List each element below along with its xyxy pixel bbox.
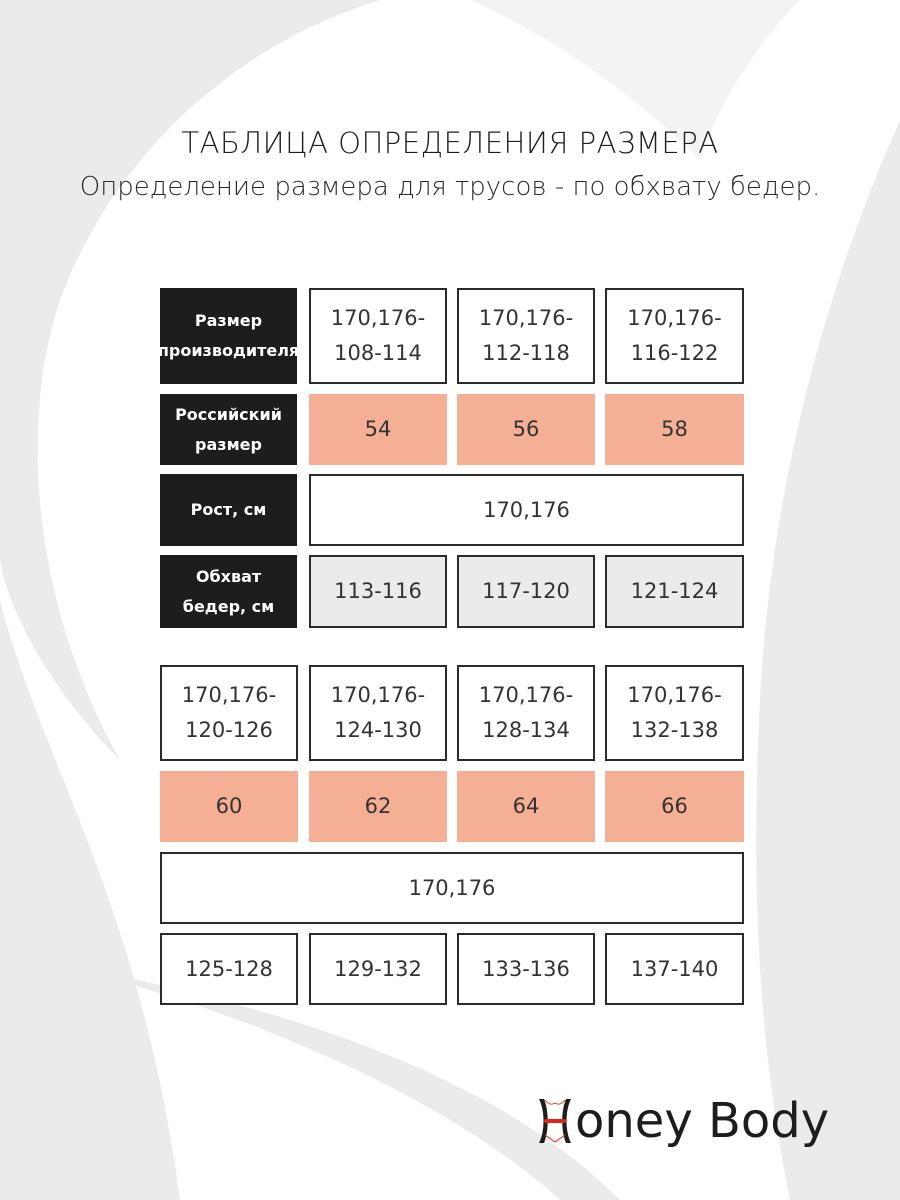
russian-size-cell: 66: [605, 771, 744, 842]
hips-cell: 133-136: [457, 933, 595, 1005]
hips-cell: 125-128: [160, 933, 298, 1005]
logo-text: oney Body: [575, 1093, 830, 1149]
page-subtitle: Определение размера для трусов - по обхв…: [79, 172, 821, 202]
height-cell: 170,176: [160, 852, 744, 924]
russian-size-cell: 60: [160, 771, 298, 842]
manufacturer-size-cell: 170,176- 128-134: [457, 665, 595, 761]
hips-cell: 117-120: [457, 555, 595, 628]
header-manufacturer-size: Размер производителя: [158, 288, 299, 384]
hips-cell: 121-124: [605, 555, 744, 628]
hips-cell: 129-132: [309, 933, 447, 1005]
hips-cell: 113-116: [309, 555, 447, 628]
corset-logo-icon: [539, 1099, 571, 1143]
manufacturer-size-cell: 170,176- 132-138: [605, 665, 744, 761]
hips-cell: 137-140: [605, 933, 744, 1005]
russian-size-cell: 58: [605, 394, 744, 465]
header-hips: Обхват бедер, см: [160, 555, 297, 628]
header-height: Рост, см: [160, 474, 297, 546]
russian-size-cell: 64: [457, 771, 595, 842]
header-russian-size: Российский размер: [160, 394, 297, 465]
manufacturer-size-cell: 170,176- 116-122: [605, 288, 744, 384]
manufacturer-size-cell: 170,176- 120-126: [160, 665, 298, 761]
russian-size-cell: 62: [309, 771, 447, 842]
manufacturer-size-cell: 170,176- 124-130: [309, 665, 447, 761]
russian-size-cell: 54: [309, 394, 447, 465]
page-title: ТАБЛИЦА ОПРЕДЕЛЕНИЯ РАЗМЕРА: [181, 126, 719, 160]
manufacturer-size-cell: 170,176- 108-114: [309, 288, 447, 384]
manufacturer-size-cell: 170,176- 112-118: [457, 288, 595, 384]
russian-size-cell: 56: [457, 394, 595, 465]
brand-logo: oney Body: [535, 1093, 829, 1149]
height-cell: 170,176: [309, 474, 744, 546]
